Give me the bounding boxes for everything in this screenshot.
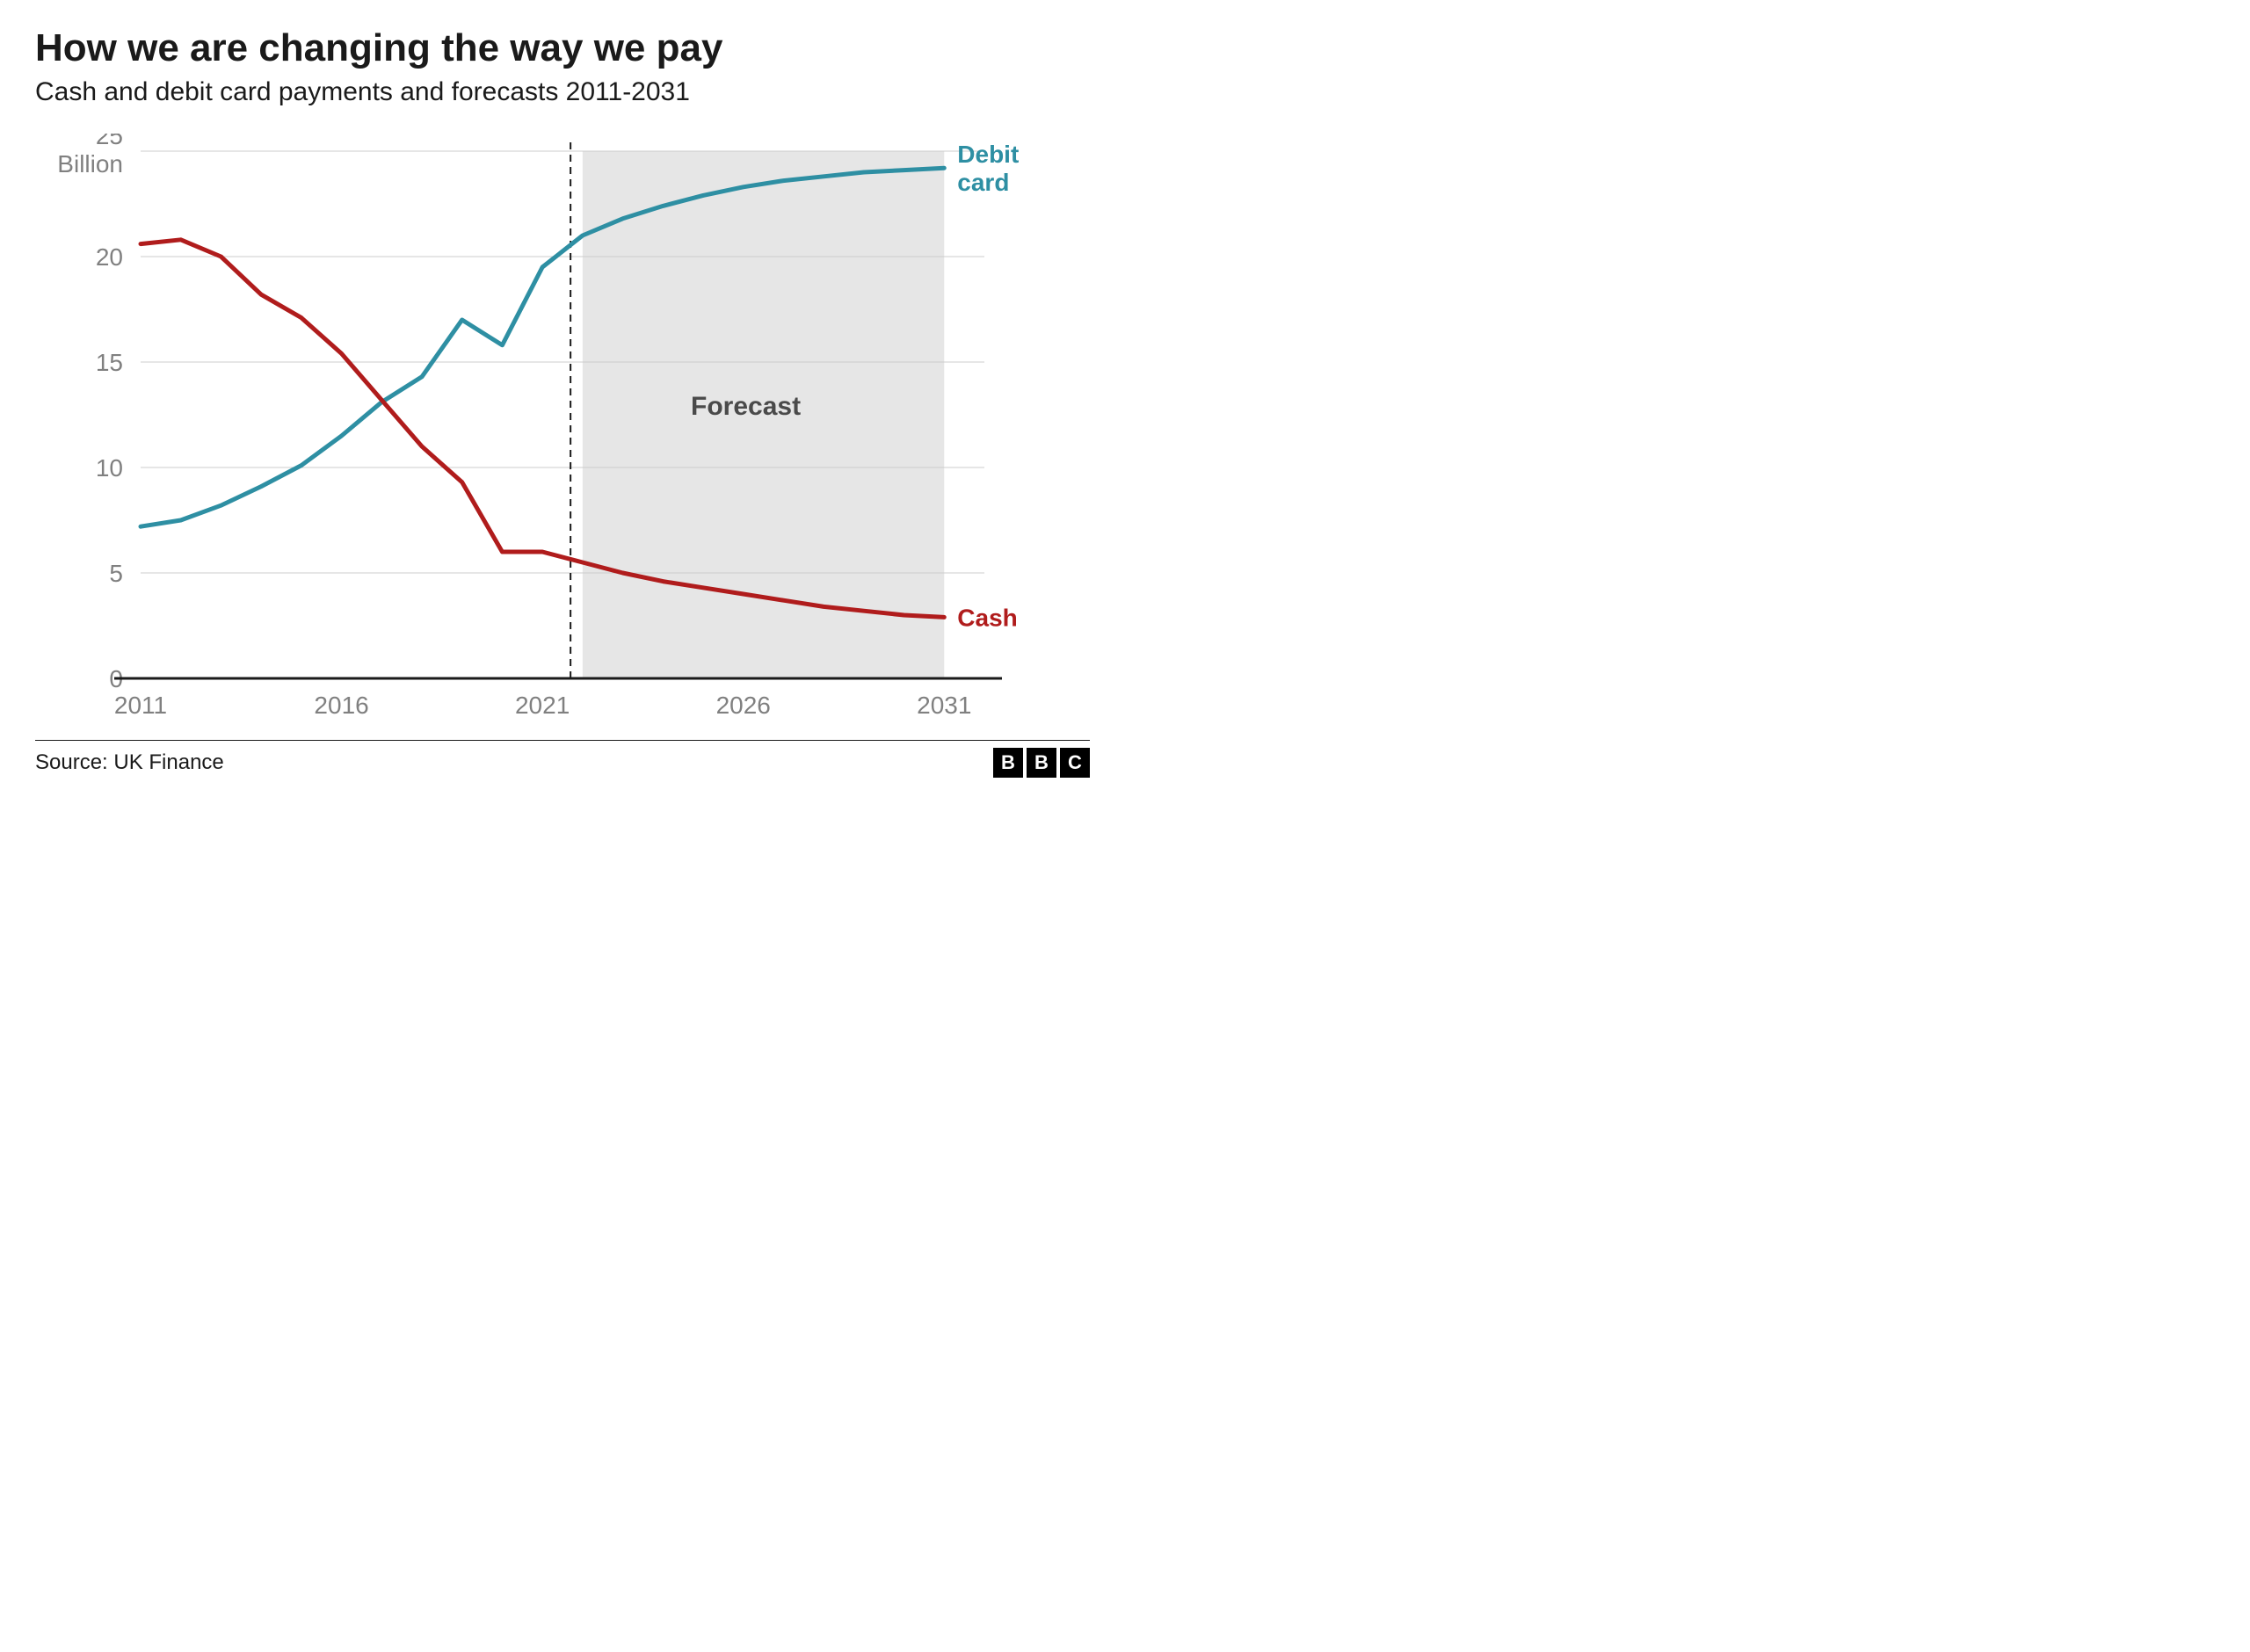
logo-letter: B <box>993 748 1023 778</box>
svg-text:2026: 2026 <box>716 692 771 719</box>
svg-text:2016: 2016 <box>314 692 368 719</box>
svg-text:25: 25 <box>96 134 123 149</box>
svg-text:5: 5 <box>109 560 123 587</box>
chart-subtitle: Cash and debit card payments and forecas… <box>35 77 1090 107</box>
svg-text:10: 10 <box>96 454 123 482</box>
svg-text:Forecast: Forecast <box>691 392 801 421</box>
svg-text:Billion: Billion <box>57 150 123 178</box>
source-text: Source: UK Finance <box>35 750 224 775</box>
svg-text:15: 15 <box>96 349 123 376</box>
chart-title: How we are changing the way we pay <box>35 26 1090 70</box>
svg-text:Debit: Debit <box>957 141 1019 168</box>
logo-letter: C <box>1060 748 1090 778</box>
bbc-logo: B B C <box>993 748 1090 778</box>
line-chart-svg: 0510152025Billion20112016202120262031For… <box>35 134 1090 731</box>
svg-text:2011: 2011 <box>114 692 167 719</box>
chart-plot-area: 0510152025Billion20112016202120262031For… <box>35 134 1090 731</box>
svg-text:card: card <box>957 169 1009 196</box>
chart-footer: Source: UK Finance B B C <box>35 740 1090 778</box>
svg-text:2021: 2021 <box>515 692 570 719</box>
chart-container: How we are changing the way we pay Cash … <box>0 0 1125 826</box>
svg-text:20: 20 <box>96 243 123 271</box>
svg-text:Cash: Cash <box>957 604 1017 631</box>
logo-letter: B <box>1027 748 1056 778</box>
svg-text:2031: 2031 <box>917 692 971 719</box>
